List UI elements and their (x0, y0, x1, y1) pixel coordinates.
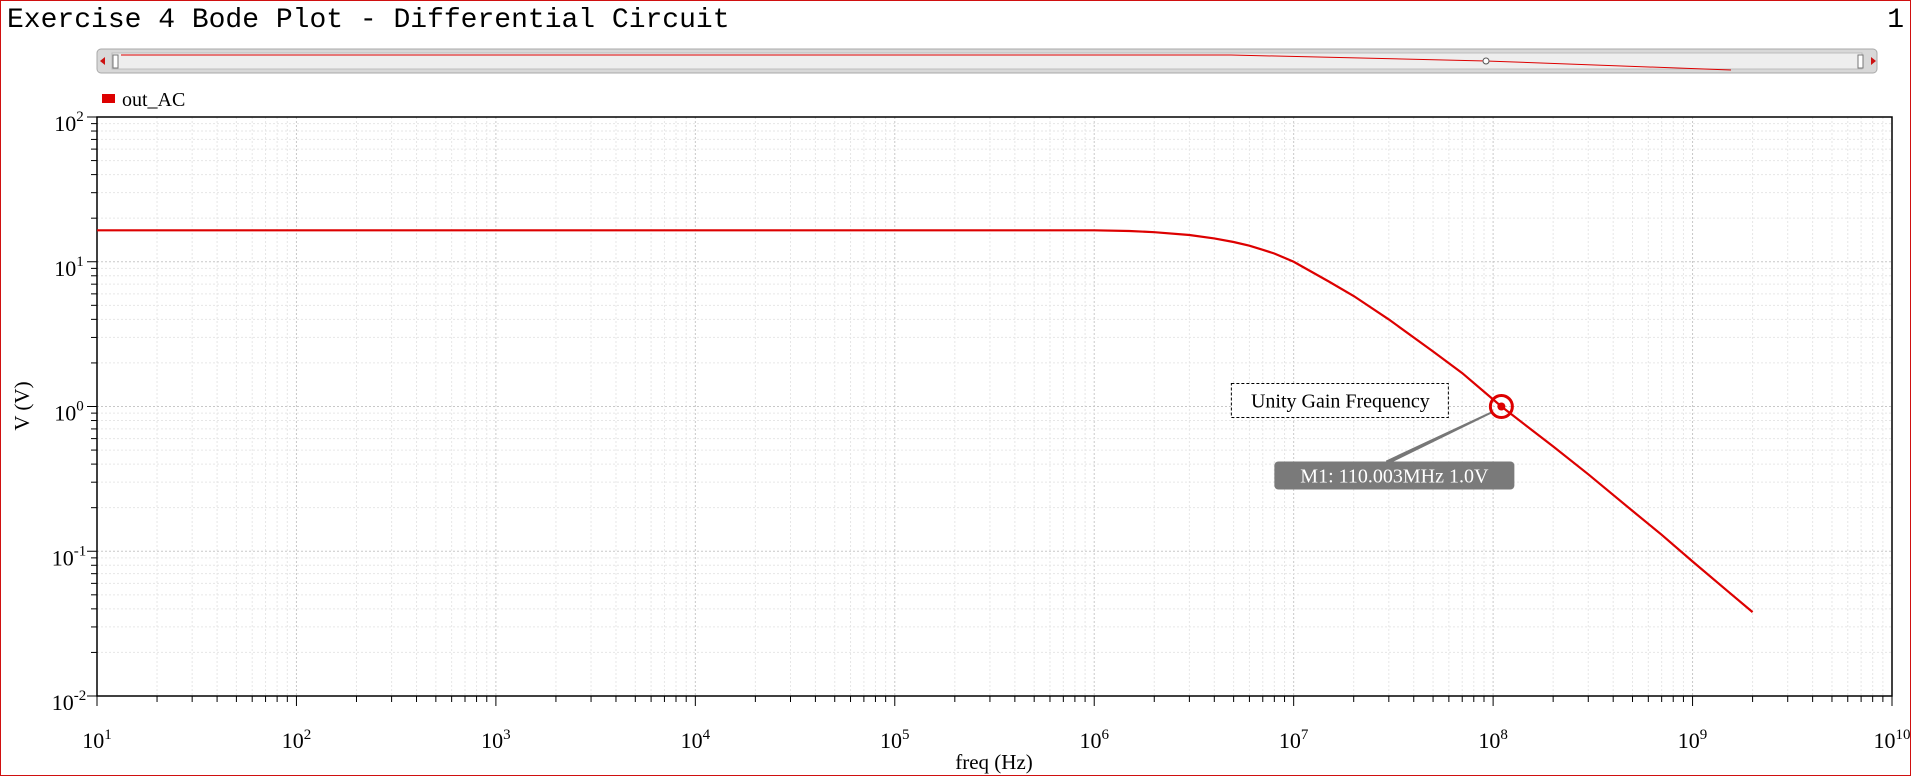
scrollbar-right-handle[interactable] (1857, 54, 1864, 69)
x-tick-label: 109 (1678, 727, 1708, 753)
marker-label-box[interactable] (1274, 461, 1515, 490)
series-line-out-ac (97, 229, 1754, 613)
x-tick-label: 107 (1279, 727, 1309, 753)
x-tick-labels: 101 102 103 104 105 106 107 108 109 1010 (82, 727, 1910, 753)
x-tick-label: 103 (481, 727, 511, 753)
x-axis-label: freq (Hz) (955, 750, 1033, 774)
annotation-unity-gain: Unity Gain Frequency (1230, 383, 1449, 418)
series-out-ac (97, 229, 1754, 613)
x-tick-label: 102 (282, 727, 312, 753)
y-tick-label: 100 (54, 399, 84, 426)
axis-ticks (87, 116, 1893, 706)
x-tick-label: 108 (1478, 727, 1508, 753)
marker-target-icon[interactable] (1488, 394, 1514, 419)
page-number: 1 (1887, 5, 1904, 36)
overview-marker-icon (1482, 57, 1490, 65)
grid (96, 117, 1892, 697)
scroll-left-arrow-icon[interactable] (100, 57, 105, 65)
marker-m1[interactable]: Unity Gain Frequency M1: 110.003MHz 1.0V (1230, 383, 1515, 490)
y-tick-label: 101 (54, 254, 84, 281)
marker-dot (1497, 402, 1506, 411)
marker-leader-line (1385, 411, 1492, 463)
x-tick-label: 105 (880, 727, 910, 753)
legend-swatch (102, 94, 115, 103)
scrollbar-left-handle[interactable] (112, 54, 119, 69)
x-tick-label: 106 (1079, 727, 1109, 753)
y-tick-label: 10-2 (52, 688, 87, 715)
annotation-text: Unity Gain Frequency (1251, 391, 1430, 413)
overview-scrollbar[interactable] (96, 48, 1878, 74)
overview-trace (121, 54, 1732, 71)
y-tick-labels: 102 101 100 10-1 10-2 (52, 109, 87, 715)
marker-label-text: M1: 110.003MHz 1.0V (1300, 466, 1489, 488)
window-title: Exercise 4 Bode Plot - Differential Circ… (7, 5, 730, 36)
x-tick-label: 101 (82, 727, 112, 753)
annotation-box (1230, 383, 1449, 418)
y-tick-label: 102 (54, 109, 84, 136)
y-axis-label: V (V) (10, 381, 34, 430)
scroll-right-arrow-icon[interactable] (1871, 57, 1876, 65)
legend-label: out_AC (122, 89, 185, 111)
x-tick-label: 104 (681, 727, 711, 753)
x-tick-label: 1010 (1874, 727, 1911, 753)
y-tick-label: 10-1 (52, 543, 87, 570)
